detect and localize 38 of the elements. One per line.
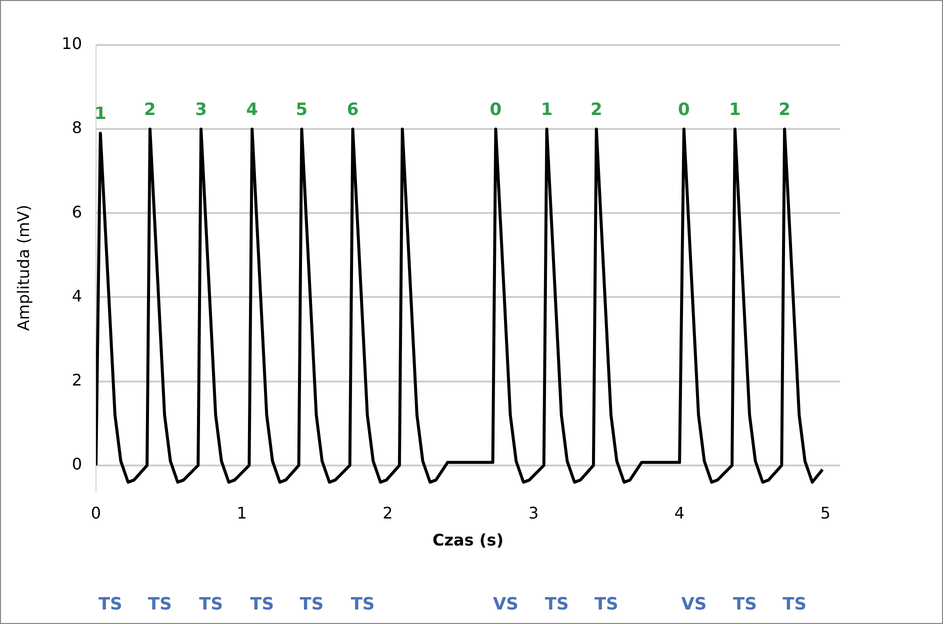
text: VS [681, 594, 707, 614]
annotation: 3 [195, 100, 207, 120]
annotation: 2 [144, 100, 156, 120]
y-tick-label: 10 [62, 34, 82, 54]
annotation: 1 [540, 100, 553, 120]
y-tick-label: 4 [72, 286, 82, 306]
annotation: 6 [346, 100, 359, 120]
x-axis-title: Czas (s) [432, 530, 504, 550]
annotation: 0 [678, 100, 690, 120]
text: TS [350, 594, 375, 614]
y-tick-label: 0 [72, 454, 82, 474]
text: TS [300, 594, 324, 614]
y-tick-label: 2 [72, 370, 82, 390]
text: TS [250, 594, 274, 614]
text: TS [544, 594, 569, 614]
annotation: 1 [94, 104, 106, 124]
text: TS [782, 594, 806, 614]
x-tick-label: 1 [236, 503, 247, 522]
annotation: 4 [246, 100, 258, 120]
x-tick-label: 3 [528, 503, 539, 522]
y-tick-label: 6 [72, 202, 82, 222]
text: TS [594, 594, 618, 614]
text: VS [493, 594, 518, 614]
annotation: 1 [729, 100, 741, 120]
annotation: 5 [296, 100, 308, 120]
x-tick-label: 4 [674, 503, 685, 522]
x-tick-label: 0 [90, 503, 102, 522]
text: TS [98, 594, 122, 614]
y-axis-title: Amplituda (mV) [14, 204, 33, 331]
annotation: 2 [590, 100, 602, 120]
x-tick-label: 5 [820, 503, 831, 522]
y-tick-label: 8 [72, 118, 82, 138]
x-tick-label: 2 [382, 503, 393, 522]
annotation: 2 [778, 100, 790, 120]
annotation: 0 [490, 100, 502, 120]
text: TS [199, 594, 223, 614]
text: TS [733, 594, 757, 614]
text: TS [148, 594, 172, 614]
